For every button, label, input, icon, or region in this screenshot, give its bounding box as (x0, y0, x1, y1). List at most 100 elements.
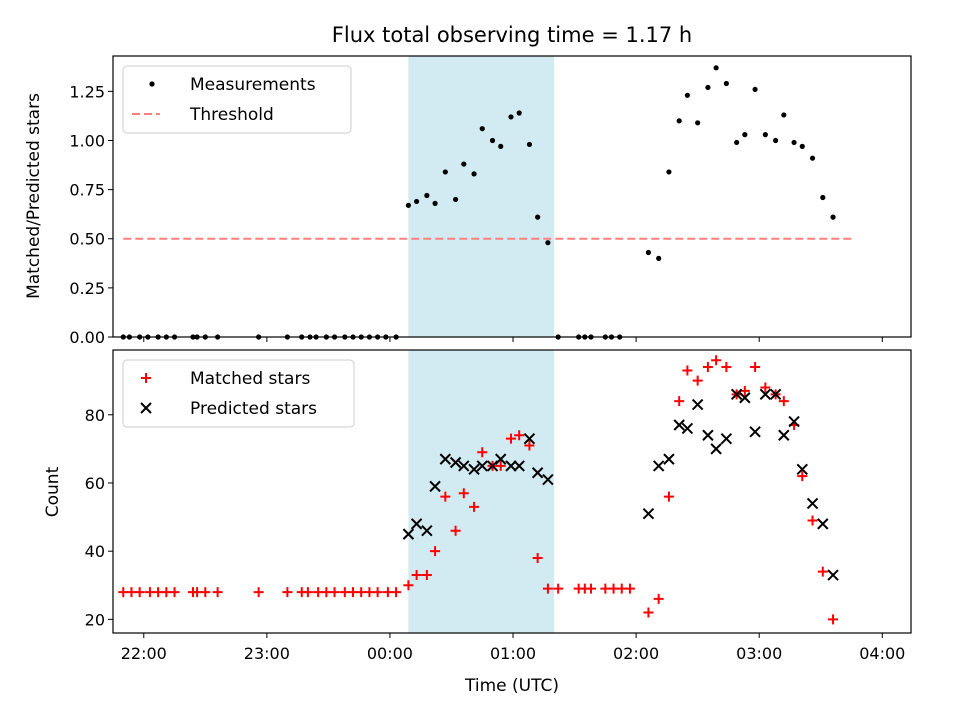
matched-star-point (553, 583, 564, 594)
measurement-point (452, 196, 459, 203)
measurement-point (799, 143, 805, 149)
chart-title: Flux total observing time = 1.17 h (332, 23, 692, 47)
predicted-star-point (691, 398, 704, 411)
matched-star-point (702, 362, 713, 373)
predicted-star-point (796, 463, 808, 476)
x-tick-label: 00:00 (367, 644, 413, 663)
matched-star-point (514, 430, 525, 441)
predicted-star-point (720, 432, 733, 445)
measurement-point (516, 110, 522, 116)
top-panel: 0.00 0.25 0.50 0.75 1.00 1.25 Measurements Thre… (69, 55, 912, 347)
y-tick-label: 1.00 (69, 131, 105, 150)
matched-star-point (711, 355, 722, 366)
matched-star-point (817, 566, 828, 577)
y-tick-label: 0.50 (69, 230, 105, 249)
y-tick-label: 20 (85, 610, 105, 629)
legend-label: Measurements (190, 75, 316, 95)
predicted-star-point (495, 453, 507, 465)
matched-star-point (495, 460, 506, 471)
matched-star-point (282, 587, 293, 598)
predicted-star-point (652, 460, 665, 472)
measurement-point (545, 240, 551, 246)
measurement-point (723, 80, 729, 87)
legend-measurement-swatch (149, 81, 155, 87)
measurement-point (645, 249, 652, 256)
predicted-star-point (505, 460, 517, 472)
predicted-star-point (759, 388, 772, 401)
predicted-star-point (730, 388, 743, 401)
measurement-point (479, 126, 485, 132)
measurement-point (752, 86, 758, 93)
y-tick-label: 1.25 (69, 82, 105, 101)
matched-star-point (421, 570, 432, 581)
measurement-point (508, 114, 514, 120)
measurement-point (713, 65, 719, 71)
measurement-point (535, 214, 541, 220)
measurement-point (498, 143, 504, 149)
x-axis-label: Time (UTC) (464, 676, 559, 696)
matched-star-point (760, 382, 771, 393)
measurement-point (830, 214, 836, 220)
predicted-star-point (710, 443, 722, 455)
matched-star-point (391, 587, 402, 598)
matched-star-point (200, 587, 211, 598)
x-tick-label: 01:00 (490, 644, 536, 663)
legend: Measurements Threshold (122, 65, 352, 134)
predicted-star-point (642, 507, 655, 520)
predicted-star-point (788, 415, 800, 428)
matched-star-point (807, 515, 818, 526)
measurement-point (461, 161, 467, 167)
predicted-star-point (429, 480, 441, 493)
predicted-star-point (681, 422, 694, 435)
predicted-star-point (739, 392, 751, 404)
matched-star-point (212, 587, 223, 598)
measurement-point (762, 132, 768, 138)
measurement-point (820, 194, 826, 201)
matched-star-point (411, 570, 422, 581)
predicted-star-point (531, 467, 544, 479)
measurement-point (526, 141, 533, 148)
predicted-star-point (468, 463, 480, 476)
matched-star-point (505, 433, 516, 444)
top-y-axis-label: Matched/Predicted stars (24, 93, 44, 299)
observing-window-shading (408, 56, 555, 337)
bottom-panel: 20 40 60 80 22:00 23:00 00:00 01:00 02:00 03:00 04… (85, 349, 912, 663)
y-tick-label: 0.00 (69, 328, 105, 347)
measurement-point (676, 118, 682, 124)
predicted-star-point (663, 453, 675, 465)
matched-star-point (663, 491, 674, 502)
matched-star-point (450, 525, 461, 536)
matched-star-point (532, 552, 543, 563)
measurement-point (684, 92, 690, 98)
x-tick-label: 23:00 (244, 644, 290, 663)
measurement-point (734, 139, 740, 146)
y-tick-label: 80 (85, 406, 105, 425)
matched-star-point (329, 587, 340, 598)
measurement-point (666, 169, 672, 175)
matched-star-point (653, 593, 664, 604)
measurement-point (414, 198, 420, 205)
measurement-point (781, 112, 787, 118)
matched-star-point (721, 362, 732, 373)
measurement-point (489, 137, 496, 144)
matched-star-point (739, 385, 750, 396)
x-tick-label: 04:00 (859, 644, 905, 663)
predicted-star-point (421, 525, 433, 537)
matched-star-point (828, 614, 839, 625)
measurement-point (471, 171, 477, 177)
legend-label: Predicted stars (190, 399, 317, 419)
measurement-point (742, 132, 748, 138)
y-tick-label: 60 (85, 474, 105, 493)
matched-star-point (682, 365, 693, 376)
x-tick-label: 02:00 (613, 644, 659, 663)
matched-star-point (750, 362, 761, 373)
y-tick-label: 0.25 (69, 279, 105, 298)
predicted-star-point (410, 518, 423, 530)
bottom-y-axis-label: Count (43, 466, 63, 517)
matched-star-point (778, 396, 789, 407)
predicted-star-point (749, 426, 761, 438)
predicted-star-point (778, 429, 790, 441)
measurement-point (791, 139, 797, 146)
axes-frame (112, 55, 912, 338)
